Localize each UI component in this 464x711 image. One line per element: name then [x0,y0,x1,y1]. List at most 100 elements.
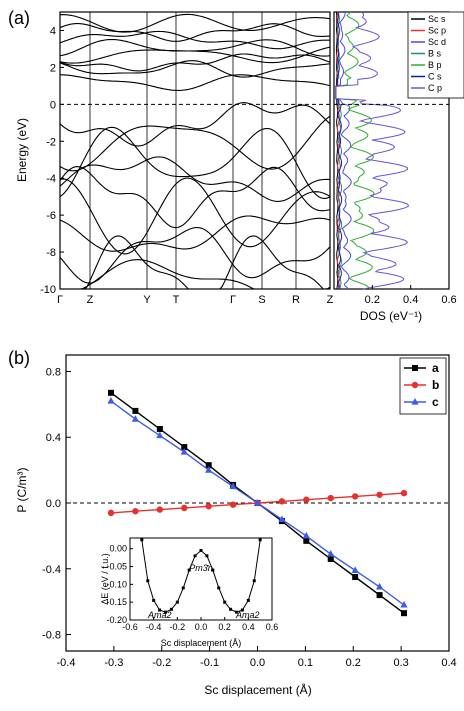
pol-x-tick-label: 0.4 [441,657,456,669]
band-y-axis-label: Energy (eV) [15,118,29,182]
inset-x-tick-label: 0.2 [218,622,231,632]
pol-marker-square [108,389,115,396]
inset-marker [199,548,203,552]
pol-marker-circle [205,503,212,510]
k-point-label: T [173,294,180,306]
dos-legend-label: B s [428,49,442,59]
pol-marker-triangle [156,431,164,439]
band-y-tick-label: -6 [46,210,56,222]
pol-marker-circle [376,491,383,498]
inset-y-tick-label: 0.00 [109,544,127,554]
dos-x-tick-label: 0.2 [365,294,380,306]
pol-legend: abc [399,357,447,415]
inset-annotation-left: Ama2 [147,610,172,620]
dos-curves [335,11,410,290]
conduction-band [59,13,331,33]
pol-legend-label: a [432,361,439,375]
pol-marker-triangle [400,600,408,608]
pol-marker-triangle [278,515,286,523]
k-point-label: Z [327,294,334,306]
dos-x-tick-label: 0.4 [403,294,418,306]
pol-x-tick-label: 0.2 [346,657,361,669]
pol-marker-triangle [302,531,310,539]
inset-marker [187,568,191,572]
pol-marker-square [132,407,139,414]
pol-marker-triangle [253,499,262,506]
inset-marker [235,610,238,614]
pol-x-tick-label: -0.1 [200,657,219,669]
inset-marker [211,568,215,572]
inset-y-tick-label: -0.20 [106,615,127,625]
pol-marker-circle [156,506,164,513]
pol-marker-square [352,574,359,580]
inset-marker [158,608,162,612]
conduction-band [59,60,331,78]
pol-marker-triangle [205,466,213,473]
inset-x-tick-label: 0.6 [266,622,279,632]
k-point-label: Γ [57,294,63,306]
pol-marker-circle [132,508,139,515]
valence-band [60,259,331,290]
valence-band [59,126,331,199]
dos-legend-label: B p [428,60,442,70]
band-y-tick-label: 4 [50,25,56,37]
pol-series-c [107,397,408,608]
band-y-tick-label: -4 [46,173,56,185]
conduction-band [59,30,330,50]
band-y-ticks: -10 -8 -6 -4 -2 0 2 4 [40,25,64,296]
pol-x-tick-label: -0.4 [57,657,76,669]
dos-legend-box [407,11,464,99]
pol-y-tick-label: 0.4 [46,432,61,444]
inset-marker [181,586,185,590]
pol-marker-triangle [107,397,115,404]
pol-series [107,389,408,617]
dos-curve [335,11,352,290]
dos-legend-label: Sc p [428,26,446,36]
pol-marker-circle [327,494,334,502]
valence-band [59,102,331,147]
pol-marker-circle [303,496,310,503]
inset-marker [146,579,150,583]
valence-band [59,115,331,172]
pol-marker-triangle [375,582,384,590]
inset-x-tick-label: -0.2 [170,622,186,632]
pol-marker-triangle [411,398,419,405]
dos-frame [333,11,450,290]
inset-y-tick-label: -0.05 [106,562,127,572]
inset-marker [252,579,256,583]
inset-marker [205,554,209,558]
k-point-label: Γ [230,294,236,306]
pol-y-tick-label: -0.4 [42,564,61,576]
polarization-plot: -0.8 -0.4 0.0 0.4 0.8 -0.4 -0.3 -0.2 -0.1 0.0 0.1… [15,354,457,697]
pol-x-axis-label: Sc displacement (Å) [204,682,311,697]
k-point-label: Y [143,294,151,306]
inset-ticks: -0.6 -0.4 -0.2 0.0 0.2 0.4 0.6 0.00 -0.05 -0.10 -0… [106,544,278,632]
pol-marker-square [376,592,383,599]
k-point-label: R [292,294,300,306]
valence-band [59,166,331,229]
pol-x-tick-label: 0.1 [298,657,313,669]
panel-b-label: (b) [8,348,30,368]
valence-band [59,215,331,252]
inset-x-tick-label: -0.6 [122,622,138,632]
conduction-band [60,74,331,91]
inset-x-tick-label: 0.0 [195,622,208,632]
inset-marker [169,607,173,611]
band-y-tick-label: -2 [46,136,56,148]
pol-y-ticks: -0.8 -0.4 0.0 0.4 0.8 [42,366,71,642]
pol-marker-triangle [180,448,188,455]
pol-marker-triangle [327,549,335,557]
dos-legend-label: C s [428,72,442,82]
dos-curve [335,11,343,290]
k-point-label: S [258,294,265,306]
dos-x-tick-label: 0.6 [441,294,456,306]
pol-marker-square [156,426,163,432]
pol-x-tick-label: -0.3 [104,657,123,669]
pol-marker-circle [181,504,188,512]
band-structure-plot: -10 -8 -6 -4 -2 0 2 4 Γ Z Y T Γ S R Z Energy (eV) [15,11,334,306]
conduction-band [59,53,331,72]
pol-marker-circle [411,381,419,389]
pol-x-tick-label: 0.3 [393,657,408,669]
